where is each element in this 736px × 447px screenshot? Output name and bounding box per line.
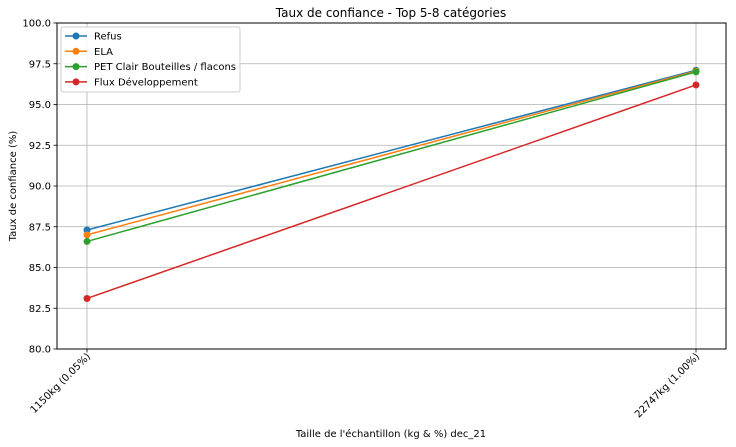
series-line xyxy=(86,71,697,243)
x-axis: 1150kg (0.05%) 22747kg (1.00%) xyxy=(29,349,702,420)
legend-label: Refus xyxy=(94,32,122,43)
y-tick-label: 97.5 xyxy=(29,59,51,70)
data-point xyxy=(83,231,91,239)
series-line xyxy=(86,70,697,236)
x-axis-title: Taille de l'échantillon (kg & %) dec_21 xyxy=(295,428,486,440)
data-point xyxy=(692,81,700,89)
legend-box xyxy=(60,26,241,93)
y-tick-label: 82.5 xyxy=(29,304,51,315)
legend-marker xyxy=(72,47,80,55)
y-tick-label: 95.0 xyxy=(29,100,51,111)
legend-marker xyxy=(72,78,80,86)
y-tick-label: 85.0 xyxy=(29,263,51,274)
data-point xyxy=(83,226,91,234)
legend: Refus ELA PET Clair Bouteilles / flacons Fl… xyxy=(60,26,241,93)
y-tick-label: 100.0 xyxy=(22,19,51,30)
legend-marker xyxy=(72,63,80,71)
y-axis-title: Taux de confiance (%) xyxy=(8,131,19,243)
data-point xyxy=(692,68,700,76)
chart-title: Taux de confiance - Top 5-8 catégories xyxy=(275,6,506,20)
legend-label: PET Clair Bouteilles / flacons xyxy=(94,62,236,73)
y-axis: 80.0 82.5 85.0 87.5 90.0 92.5 95.0 97.5 100.0 xyxy=(22,19,57,356)
y-tick-label: 92.5 xyxy=(29,141,51,152)
y-tick-label: 90.0 xyxy=(29,182,51,193)
series xyxy=(83,66,700,302)
y-tick-label: 80.0 xyxy=(29,345,51,356)
legend-label: ELA xyxy=(94,47,113,58)
legend-marker xyxy=(72,32,80,40)
legend-label: Flux Développement xyxy=(94,76,198,88)
data-point xyxy=(83,294,91,302)
data-point xyxy=(83,237,91,245)
series-line xyxy=(86,69,697,231)
y-tick-label: 87.5 xyxy=(29,222,51,233)
x-tick-label: 22747kg (1.00%) xyxy=(633,351,702,420)
series-line xyxy=(86,84,697,300)
x-tick-label: 1150kg (0.05%) xyxy=(29,351,94,416)
